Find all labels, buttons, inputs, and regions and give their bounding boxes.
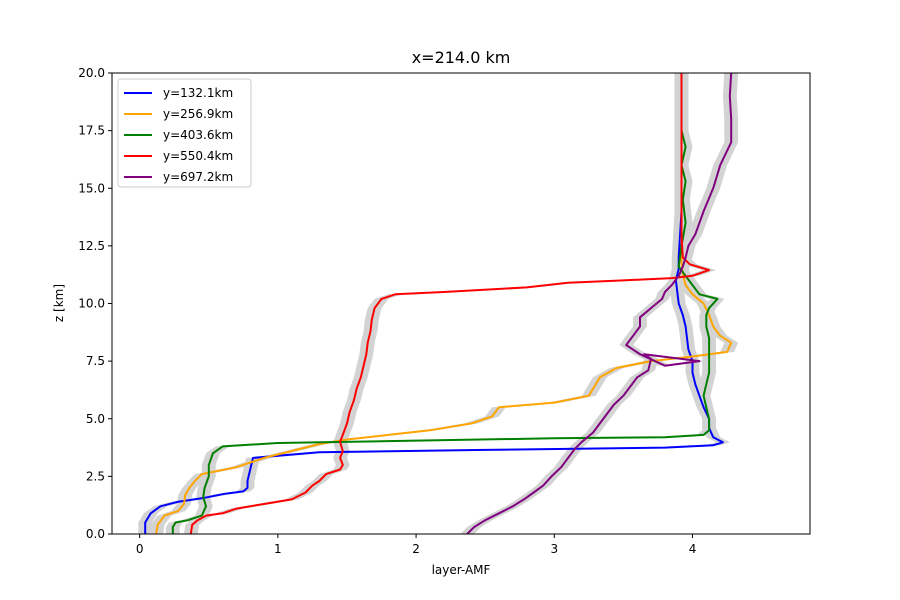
series-line-5: [466, 73, 733, 534]
legend-box: [117, 78, 252, 188]
legend-label-2: y=256.9km: [163, 107, 233, 121]
legend: y=132.1km y=256.9km y=403.6km y=550.4km y=69…: [117, 78, 252, 188]
y-tick-label: 5.0: [86, 412, 105, 426]
legend-label-3: y=403.6km: [163, 128, 233, 142]
y-tick-label: 15.0: [78, 181, 105, 195]
y-tick-label: 17.5: [78, 124, 105, 138]
y-axis-ticks: 0.0 2.5 5.0 7.5 10.0 12.5 15.0 17.5 20.0: [78, 66, 112, 541]
chart-title: x=214.0 km: [412, 48, 511, 67]
plot-frame: [111, 72, 811, 535]
x-tick-label: 1: [274, 542, 282, 556]
y-tick-label: 12.5: [78, 239, 105, 253]
uncertainty-band-5: [460, 73, 739, 534]
x-tick-label: 3: [550, 542, 558, 556]
uncertainty-band-4: [183, 73, 716, 534]
y-tick-label: 7.5: [86, 354, 105, 368]
y-tick-label: 10.0: [78, 297, 105, 311]
x-axis-label: layer-AMF: [432, 563, 491, 577]
y-tick-label: 0.0: [86, 527, 105, 541]
legend-label-5: y=697.2km: [163, 170, 233, 184]
legend-label-1: y=132.1km: [163, 86, 233, 100]
x-tick-label: 4: [689, 542, 697, 556]
x-tick-label: 2: [412, 542, 420, 556]
y-tick-label: 20.0: [78, 66, 105, 80]
series-line-4: [189, 73, 711, 534]
x-tick-label: 0: [136, 542, 144, 556]
series-line-3: [171, 73, 719, 534]
legend-label-4: y=550.4km: [163, 149, 233, 163]
y-axis-label: z [km]: [52, 284, 66, 322]
y-tick-label: 2.5: [86, 469, 105, 483]
x-axis-ticks: 0 1 2 3 4: [136, 534, 697, 556]
series-line-1: [144, 73, 724, 534]
